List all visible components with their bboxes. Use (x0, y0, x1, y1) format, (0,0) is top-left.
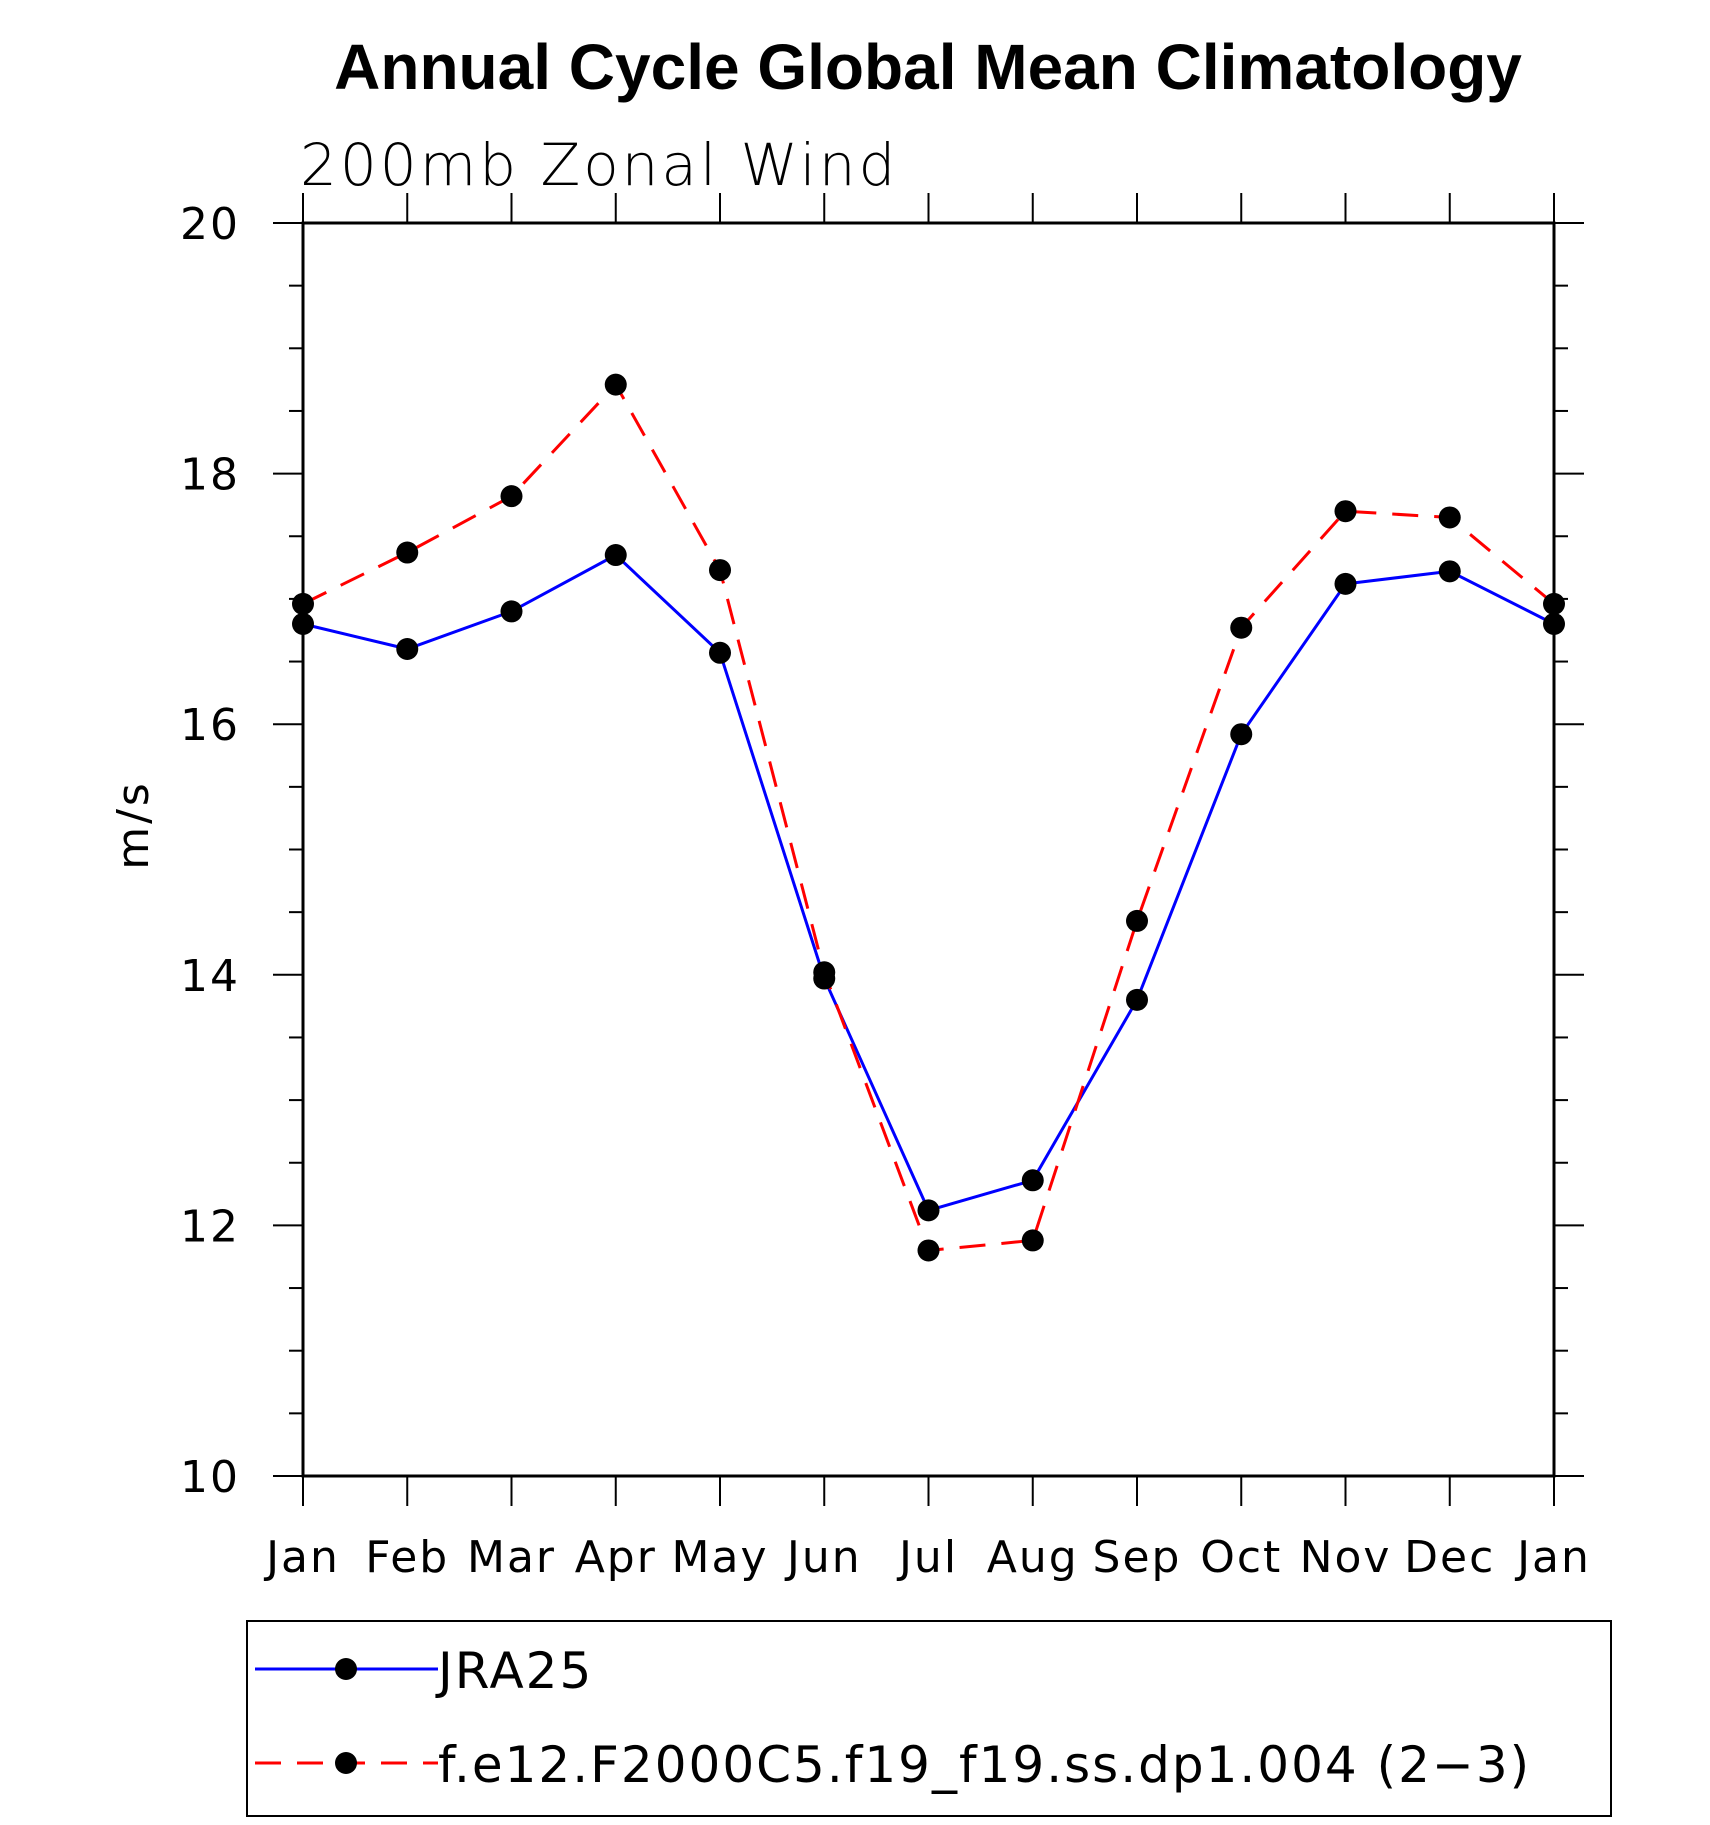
legend-label-jra25: JRA25 (435, 1642, 593, 1700)
data-point-0 (396, 638, 419, 661)
data-point-0 (1334, 572, 1357, 595)
data-point-0 (500, 600, 523, 623)
x-tick-label: Jun (784, 1532, 862, 1583)
data-point-1 (1126, 909, 1148, 932)
x-tick-label: Feb (365, 1532, 449, 1583)
y-axis-ticks: 10 12 14 16 18 20 (180, 199, 1584, 1503)
data-point-0 (292, 612, 314, 635)
data-point-0 (1126, 988, 1148, 1011)
data-point-1 (917, 1239, 940, 1262)
y-tick-label: 14 (180, 951, 240, 1002)
x-tick-label: Mar (467, 1532, 556, 1583)
x-tick-label: Jul (896, 1532, 958, 1583)
y-tick-label: 12 (180, 1201, 240, 1252)
legend-label-model: f.e12.F2000C5.f19_f19.ss.dp1.004 (2−3) (438, 1736, 1531, 1794)
series-layer (292, 373, 1565, 1262)
series-line-0 (302, 553, 1555, 1213)
data-point-1 (1021, 1229, 1044, 1252)
legend-marker-model (335, 1752, 357, 1774)
legend-box (246, 1620, 1612, 1817)
data-point-1 (813, 961, 836, 984)
data-point-1 (292, 592, 314, 615)
x-axis-ticks: Jan Feb Mar Apr May Jun Jul Aug Sep Oct Nov Dec Jan (263, 193, 1591, 1583)
x-tick-label: Sep (1093, 1532, 1182, 1583)
legend-marker-jra25 (335, 1658, 357, 1680)
x-tick-label: May (672, 1532, 769, 1583)
data-point-0 (1543, 612, 1565, 635)
y-axis-label: m/s (108, 780, 159, 870)
x-tick-label: Jan (1514, 1532, 1591, 1583)
x-tick-label: Dec (1404, 1532, 1495, 1583)
x-tick-label: Nov (1300, 1532, 1392, 1583)
legend-entry-jra25: JRA25 (255, 1642, 593, 1700)
plot-frame (301, 221, 1556, 1478)
data-point-1 (1543, 592, 1565, 615)
y-tick-label: 20 (180, 199, 240, 250)
data-point-1 (1230, 616, 1253, 639)
data-point-0 (709, 641, 731, 664)
data-point-1 (604, 373, 627, 396)
legend-entry-model: f.e12.F2000C5.f19_f19.ss.dp1.004 (2−3) (255, 1736, 1531, 1794)
x-tick-label: Jan (263, 1532, 340, 1583)
data-point-0 (917, 1199, 940, 1222)
chart-subtitle: 200mb Zonal Wind (300, 131, 898, 199)
chart-title: Annual Cycle Global Mean Climatology (334, 31, 1522, 103)
x-tick-label: Apr (575, 1532, 657, 1583)
data-point-1 (709, 559, 731, 582)
data-point-1 (1334, 500, 1357, 523)
data-point-0 (604, 544, 627, 567)
legend: JRA25 f.e12.F2000C5.f19_f19.ss.dp1.004 (… (246, 1620, 1612, 1817)
x-tick-label: Oct (1200, 1532, 1282, 1583)
data-point-1 (396, 541, 419, 564)
y-tick-label: 18 (180, 450, 240, 501)
series-line-1 (302, 382, 1555, 1253)
x-tick-label: Aug (987, 1532, 1079, 1583)
y-tick-label: 16 (180, 700, 240, 751)
data-point-1 (500, 485, 523, 508)
data-point-0 (1438, 560, 1461, 583)
y-tick-label: 10 (180, 1452, 240, 1503)
data-point-0 (1021, 1169, 1044, 1192)
data-point-0 (1230, 723, 1253, 746)
data-point-1 (1438, 506, 1461, 529)
